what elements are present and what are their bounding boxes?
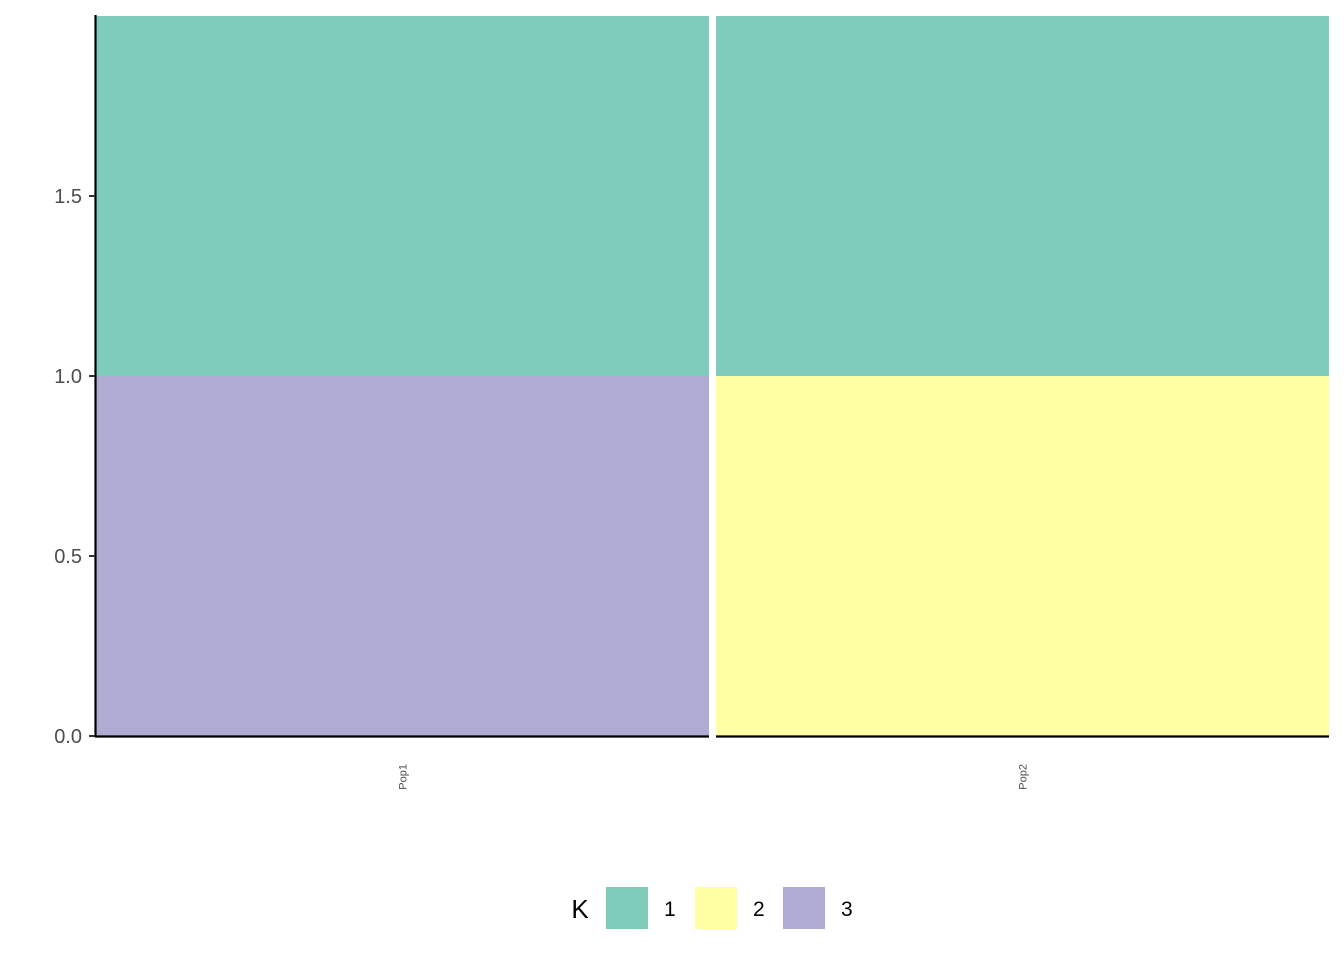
y-tick-label: 0.5	[54, 546, 82, 568]
y-tick-label: 1.0	[54, 366, 82, 388]
legend: K 1 2 3	[571, 887, 853, 929]
facet-label-pop2: Pop2	[1018, 764, 1030, 790]
bars-layer	[96, 16, 1329, 736]
y-tick-label: 0.0	[54, 726, 82, 748]
bar-segment-pop1-k3	[96, 376, 709, 736]
legend-label-3: 3	[841, 898, 853, 921]
bar-segment-pop1-k1	[96, 16, 709, 376]
facet-labels: Pop1 Pop2	[398, 764, 1030, 790]
bar-segment-pop2-k1	[716, 16, 1329, 376]
y-tick-label: 1.5	[54, 186, 82, 208]
axes-layer: 0.0 0.5 1.0 1.5	[54, 15, 1329, 748]
legend-key-1	[606, 887, 648, 929]
bar-segment-pop2-k2	[716, 376, 1329, 736]
legend-key-3	[783, 887, 825, 929]
facet-label-pop1: Pop1	[398, 764, 410, 790]
legend-key-2	[695, 887, 737, 929]
legend-title: K	[571, 894, 589, 924]
legend-label-1: 1	[664, 898, 676, 921]
legend-label-2: 2	[753, 898, 765, 921]
